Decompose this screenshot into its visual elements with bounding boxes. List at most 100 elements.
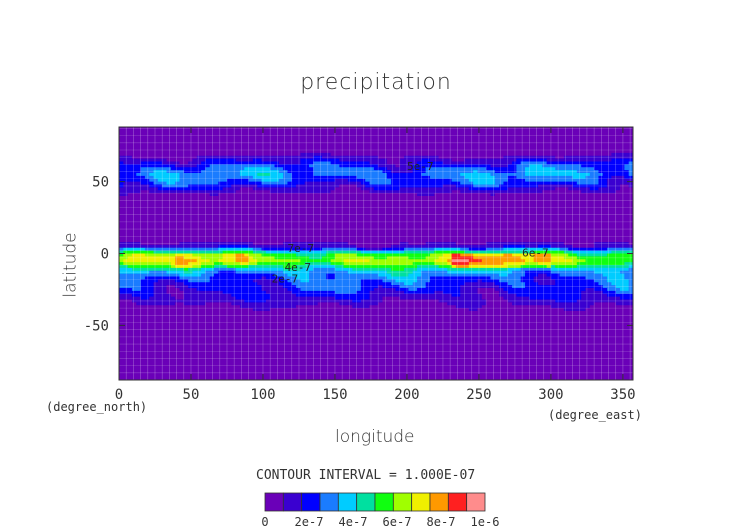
field-cell <box>464 164 470 168</box>
field-cell <box>559 150 565 154</box>
field-cell <box>183 230 189 234</box>
field-cell <box>291 170 297 174</box>
field-cell <box>602 173 608 177</box>
field-cell <box>516 227 522 231</box>
field-cell <box>218 161 224 165</box>
field-cell <box>201 198 206 203</box>
field-cell <box>183 201 189 206</box>
field-cell <box>244 193 249 197</box>
field-cell <box>214 190 219 194</box>
field-cell <box>395 233 401 237</box>
field-cell <box>313 213 319 217</box>
field-cell <box>170 181 176 185</box>
field-cell <box>525 190 530 194</box>
field-cell <box>205 236 211 240</box>
field-cell <box>205 204 211 208</box>
field-cell <box>412 224 418 229</box>
field-cell <box>162 230 167 234</box>
field-cell <box>162 129 167 134</box>
field-cell <box>136 138 141 142</box>
field-cell <box>162 227 167 231</box>
field-cell <box>490 213 496 217</box>
field-cell <box>313 129 319 134</box>
field-cell <box>425 207 431 211</box>
field-cell <box>464 227 470 231</box>
field-cell <box>373 227 379 231</box>
field-cell <box>481 201 487 206</box>
field-cell <box>512 175 517 180</box>
field-cell <box>425 175 431 180</box>
field-cell <box>183 147 189 151</box>
field-cell <box>507 164 513 168</box>
field-cell <box>192 224 198 229</box>
field-cell <box>447 161 452 165</box>
field-cell <box>594 144 599 148</box>
field-cell <box>598 216 604 220</box>
field-cell <box>447 178 452 183</box>
field-cell <box>179 213 185 217</box>
field-cell <box>347 152 353 157</box>
field-cell <box>278 152 284 157</box>
field-cell <box>201 227 206 231</box>
field-cell <box>231 239 237 243</box>
field-cell <box>175 219 180 223</box>
field-cell <box>537 135 543 139</box>
field-cell <box>330 236 336 240</box>
field-cell <box>356 138 362 142</box>
field-cell <box>300 210 306 214</box>
field-cell <box>378 132 383 137</box>
field-cell <box>550 193 556 197</box>
field-cell <box>624 164 630 168</box>
field-cell <box>360 239 366 243</box>
field-cell <box>322 170 327 174</box>
field-cell <box>585 227 591 231</box>
field-cell <box>248 244 254 249</box>
field-cell <box>611 227 617 231</box>
field-cell <box>512 207 517 211</box>
field-cell <box>520 155 526 160</box>
field-cell <box>391 207 396 211</box>
field-cell <box>559 207 565 211</box>
field-cell <box>131 138 137 142</box>
field-cell <box>209 161 215 165</box>
field-cell <box>326 155 332 160</box>
field-cell <box>166 170 172 174</box>
field-cell <box>123 219 129 223</box>
field-cell <box>278 196 284 200</box>
field-cell <box>296 144 301 148</box>
field-cell <box>175 221 180 226</box>
field-cell <box>568 181 573 185</box>
field-cell <box>296 239 301 243</box>
field-cell <box>542 132 548 137</box>
field-cell <box>317 230 323 234</box>
field-cell <box>218 175 224 180</box>
field-cell <box>503 170 509 174</box>
field-cell <box>378 150 383 154</box>
field-cell <box>304 147 310 151</box>
field-cell <box>127 236 133 240</box>
field-cell <box>300 132 306 137</box>
field-cell <box>455 129 461 134</box>
field-cell <box>330 213 336 217</box>
field-cell <box>136 207 141 211</box>
field-cell <box>404 201 409 206</box>
field-cell <box>322 198 327 203</box>
field-cell <box>391 224 396 229</box>
field-cell <box>188 224 193 229</box>
field-cell <box>408 213 414 217</box>
field-cell <box>620 201 625 206</box>
field-cell <box>598 239 604 243</box>
field-cell <box>516 181 522 185</box>
field-cell <box>425 150 431 154</box>
field-cell <box>525 230 530 234</box>
field-cell <box>412 216 418 220</box>
field-cell <box>373 127 379 131</box>
field-cell <box>205 210 211 214</box>
field-cell <box>119 242 124 246</box>
field-cell <box>529 158 535 162</box>
field-cell <box>265 138 271 142</box>
field-cell <box>248 204 254 208</box>
field-cell <box>473 181 478 185</box>
field-cell <box>477 127 483 131</box>
field-cell <box>252 161 258 165</box>
